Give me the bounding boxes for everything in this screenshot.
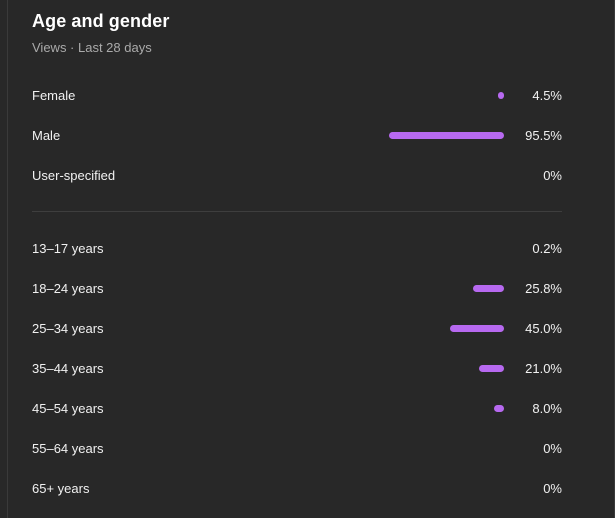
age-row-18-24: 18–24 years 25.8% [32,279,562,299]
row-value: 45.0% [525,321,562,336]
row-value: 0% [543,481,562,496]
age-row-55-64: 55–64 years 0% [32,439,562,459]
age-row-65-plus: 65+ years 0% [32,479,562,499]
row-label: User-specified [32,168,116,183]
age-row-45-54: 45–54 years 8.0% [32,399,562,419]
section-divider [32,211,562,212]
gender-row-female: Female 4.5% [32,86,562,106]
row-value: 0% [543,168,562,183]
gender-row-male: Male 95.5% [32,126,562,146]
row-bar [498,92,504,99]
row-value: 21.0% [525,361,562,376]
row-bar [473,285,504,292]
row-value: 0% [543,441,562,456]
row-value: 25.8% [525,281,562,296]
row-value: 8.0% [532,401,562,416]
row-bar [389,132,504,139]
row-label: 45–54 years [32,401,104,416]
row-label: 55–64 years [32,441,104,456]
card-title: Age and gender [32,11,170,31]
row-bar [450,325,504,332]
row-label: 18–24 years [32,281,104,296]
row-label: Female [32,88,76,103]
age-gender-card: Age and gender Views · Last 28 days Fema… [7,0,615,518]
row-label: 65+ years [32,481,90,496]
row-value: 4.5% [532,88,562,103]
row-label: 13–17 years [32,241,104,256]
row-label: Male [32,128,61,143]
row-label: 35–44 years [32,361,104,376]
age-row-13-17: 13–17 years 0.2% [32,239,562,259]
row-value: 0.2% [532,241,562,256]
row-bar [494,405,504,412]
row-bar [478,365,504,372]
card-subtitle: Views · Last 28 days [32,40,152,55]
gender-row-user-specified: User-specified 0% [32,166,562,186]
row-value: 95.5% [525,128,562,143]
row-label: 25–34 years [32,321,104,336]
age-row-35-44: 35–44 years 21.0% [32,359,562,379]
age-row-25-34: 25–34 years 45.0% [32,319,562,339]
